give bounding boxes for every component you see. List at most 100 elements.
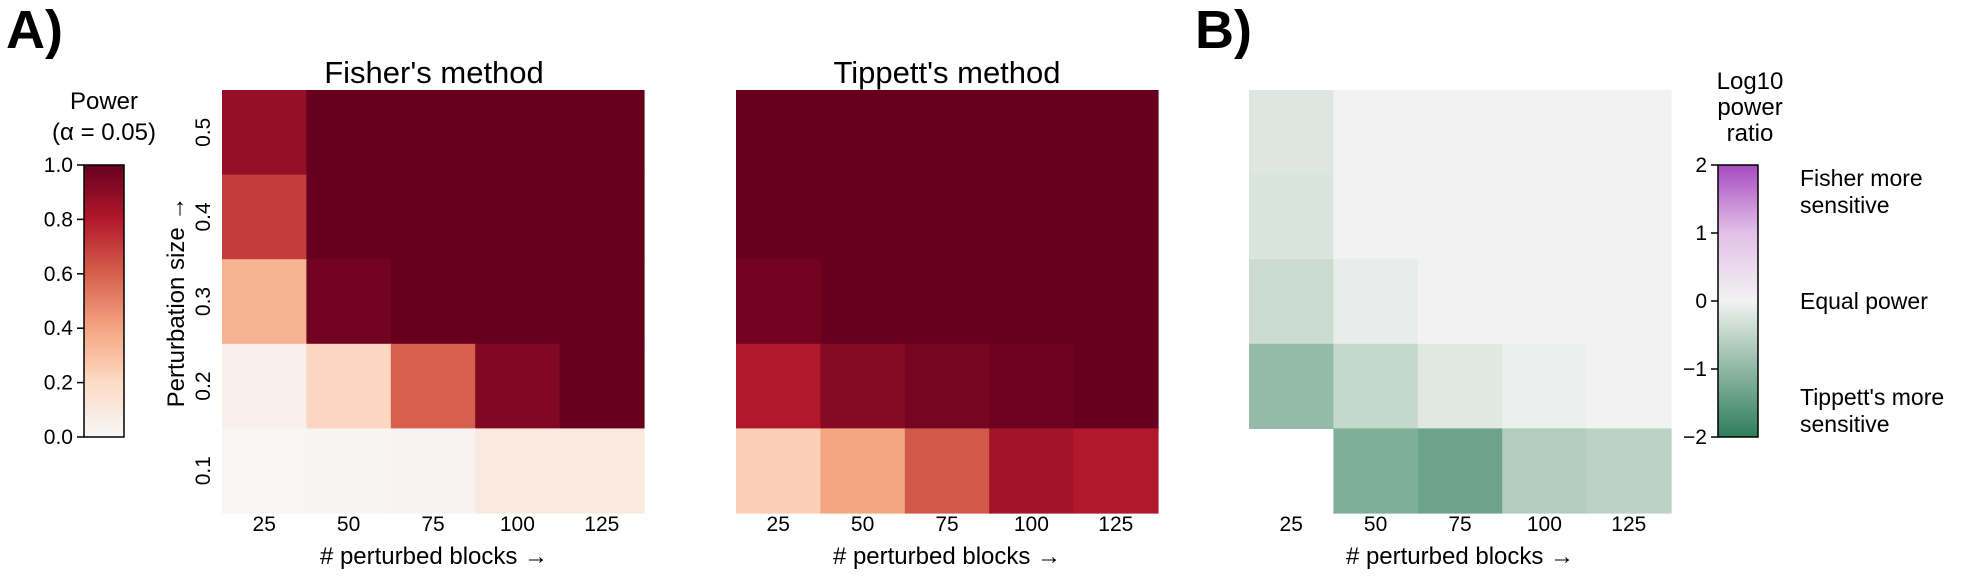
ratio-cell-r0-c0 [1249, 90, 1334, 176]
fisher-x-tick: 50 [337, 513, 360, 536]
fisher-cell-r4-c3 [475, 428, 561, 514]
ratio-cell-r0-c4 [1586, 90, 1672, 176]
fisher-more-sensitive-2: sensitive [1800, 192, 1889, 218]
ratio-cell-r1-c0 [1249, 174, 1334, 260]
power-colorbar-tick-label: 0.4 [44, 317, 74, 340]
ratio-x-label: # perturbed blocks → [1346, 543, 1574, 570]
tippett-more-sensitive-2: sensitive [1800, 411, 1889, 437]
tippett-heatmap [736, 90, 1159, 514]
fisher-cell-r3-c4 [559, 343, 645, 429]
panel-label-a: A) [6, 0, 63, 60]
fisher-cell-r0-c3 [475, 90, 561, 176]
ratio-colorbar-tick-label: 0 [1695, 290, 1707, 313]
fisher-cell-r2-c2 [390, 259, 476, 345]
ratio-cell-r3-c2 [1417, 343, 1503, 429]
ratio-x-tick: 25 [1280, 513, 1303, 536]
ratio-cell-r4-c4 [1586, 428, 1672, 514]
fisher-cell-r4-c0 [222, 428, 307, 514]
ratio-colorbar-tick-label: 1 [1695, 222, 1707, 245]
fisher-y-tick: 0.1 [192, 456, 215, 485]
fisher-y-label: Perturbation size → [163, 197, 190, 408]
tippett-cell-r2-c0 [736, 259, 821, 345]
tippett-x-tick: 125 [1098, 513, 1133, 536]
fisher-cell-r3-c3 [475, 343, 561, 429]
tippett-x-tick: 25 [767, 513, 790, 536]
fisher-x-tick: 75 [421, 513, 444, 536]
tippett-cell-r4-c0 [736, 428, 821, 514]
tippett-cell-r0-c0 [736, 90, 821, 176]
ratio-cell-r3-c4 [1586, 343, 1672, 429]
tippett-cell-r4-c2 [904, 428, 990, 514]
tippett-cell-r4-c3 [989, 428, 1075, 514]
fisher-x-tick: 100 [500, 513, 535, 536]
tippett-cell-r4-c1 [820, 428, 906, 514]
tippett-cell-r1-c3 [989, 174, 1075, 260]
fisher-cell-r0-c0 [222, 90, 307, 176]
ratio-cell-r0-c2 [1417, 90, 1503, 176]
tippett-cell-r2-c4 [1073, 259, 1159, 345]
ratio-x-ticks: 25 50 75 100 125 [1280, 513, 1647, 536]
tippett-cell-r2-c2 [904, 259, 990, 345]
ratio-cell-r1-c4 [1586, 174, 1672, 260]
fisher-cell-r1-c2 [390, 174, 476, 260]
ratio-cell-r2-c4 [1586, 259, 1672, 345]
ratio-colorbar-title-3: ratio [1727, 120, 1774, 147]
tippett-cell-r3-c1 [820, 343, 906, 429]
tippett-x-tick: 100 [1014, 513, 1049, 536]
ratio-x-tick: 75 [1448, 513, 1471, 536]
fisher-cell-r4-c4 [559, 428, 645, 514]
ratio-cell-r0-c1 [1333, 90, 1419, 176]
tippett-cell-r3-c2 [904, 343, 990, 429]
power-colorbar-tick-label: 0.6 [44, 263, 73, 286]
tippett-cell-r1-c4 [1073, 174, 1159, 260]
fisher-y-tick: 0.5 [192, 118, 215, 147]
ratio-cell-r3-c3 [1502, 343, 1588, 429]
fisher-heatmap [222, 90, 645, 514]
fisher-cell-r3-c2 [390, 343, 476, 429]
ratio-cell-r4-c3 [1502, 428, 1588, 514]
ratio-colorbar-tick-label: −2 [1683, 426, 1707, 449]
fisher-cell-r1-c0 [222, 174, 307, 260]
ratio-colorbar-tick-label: 2 [1695, 154, 1707, 177]
ratio-cell-r2-c1 [1333, 259, 1419, 345]
fisher-cell-r1-c3 [475, 174, 561, 260]
tippett-title: Tippett's method [833, 55, 1060, 90]
tippett-cell-r2-c1 [820, 259, 906, 345]
power-colorbar-subtitle: (α = 0.05) [52, 119, 156, 146]
tippett-more-sensitive-1: Tippett's more [1800, 384, 1944, 410]
fisher-cell-r0-c4 [559, 90, 645, 176]
ratio-cell-r4-c1 [1333, 428, 1419, 514]
ratio-cell-r1-c1 [1333, 174, 1419, 260]
fisher-y-tick: 0.2 [192, 371, 215, 400]
ratio-cell-r3-c0 [1249, 343, 1334, 429]
tippett-cell-r2-c3 [989, 259, 1075, 345]
fisher-x-label: # perturbed blocks → [320, 543, 548, 570]
fisher-y-tick: 0.4 [192, 202, 215, 232]
tippett-cell-r1-c2 [904, 174, 990, 260]
ratio-x-tick: 100 [1527, 513, 1562, 536]
ratio-cell-r2-c2 [1417, 259, 1503, 345]
fisher-cell-r3-c1 [306, 343, 392, 429]
fisher-cell-r1-c4 [559, 174, 645, 260]
tippett-x-label: # perturbed blocks → [833, 543, 1061, 570]
power-colorbar [83, 164, 125, 438]
ratio-cell-r0-c3 [1502, 90, 1588, 176]
ratio-cell-r1-c3 [1502, 174, 1588, 260]
ratio-heatmap [1249, 90, 1672, 514]
tippett-cell-r4-c4 [1073, 428, 1159, 514]
fisher-x-tick: 125 [584, 513, 619, 536]
fisher-y-tick: 0.3 [192, 287, 215, 316]
equal-power-label: Equal power [1800, 288, 1928, 314]
fisher-cell-r3-c0 [222, 343, 307, 429]
ratio-colorbar [1717, 164, 1759, 438]
tippett-x-ticks: 25 50 75 100 125 [767, 513, 1134, 536]
fisher-cell-r2-c4 [559, 259, 645, 345]
ratio-colorbar-tick-label: −1 [1683, 358, 1707, 381]
ratio-colorbar-title-1: Log10 [1717, 68, 1784, 95]
tippett-cell-r3-c3 [989, 343, 1075, 429]
fisher-cell-r1-c1 [306, 174, 392, 260]
ratio-cell-r2-c0 [1249, 259, 1334, 345]
ratio-cell-r1-c2 [1417, 174, 1503, 260]
tippett-cell-r1-c1 [820, 174, 906, 260]
